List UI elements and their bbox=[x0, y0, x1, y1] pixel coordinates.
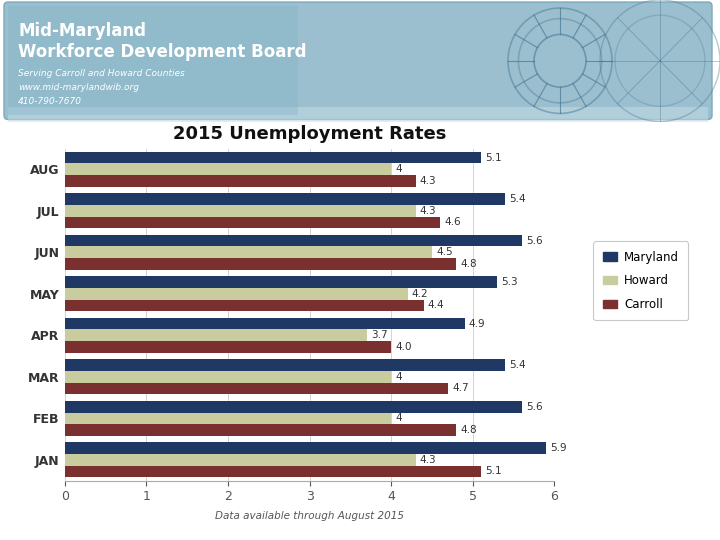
Text: 2015 Unemployment Rates: 2015 Unemployment Rates bbox=[173, 125, 446, 143]
Text: 5.6: 5.6 bbox=[526, 402, 542, 411]
Text: 4: 4 bbox=[395, 372, 402, 382]
Text: 4.8: 4.8 bbox=[461, 425, 477, 435]
Text: 4.3: 4.3 bbox=[420, 455, 436, 465]
Bar bbox=[65, 383, 449, 394]
Text: 4.8: 4.8 bbox=[461, 259, 477, 269]
Bar bbox=[65, 193, 505, 205]
Text: 4: 4 bbox=[395, 413, 402, 423]
Bar bbox=[65, 235, 522, 246]
Bar bbox=[65, 442, 546, 454]
Text: 5.6: 5.6 bbox=[526, 235, 542, 246]
Text: Workforce Development Board: Workforce Development Board bbox=[18, 43, 307, 60]
Bar bbox=[8, 107, 708, 122]
Text: 4.6: 4.6 bbox=[444, 218, 461, 227]
Bar bbox=[65, 341, 391, 353]
Text: 4.7: 4.7 bbox=[452, 383, 469, 394]
Text: 5.3: 5.3 bbox=[501, 277, 518, 287]
Bar bbox=[65, 217, 440, 228]
Text: 5.1: 5.1 bbox=[485, 467, 502, 476]
Bar bbox=[65, 360, 505, 371]
Text: 5.1: 5.1 bbox=[485, 153, 502, 163]
Text: 3.7: 3.7 bbox=[371, 330, 387, 340]
Bar bbox=[65, 288, 408, 300]
Bar bbox=[65, 164, 391, 175]
Bar bbox=[65, 413, 391, 424]
Bar bbox=[65, 152, 481, 164]
Bar bbox=[65, 276, 498, 288]
Bar bbox=[65, 465, 481, 477]
Bar bbox=[65, 205, 415, 217]
Bar bbox=[65, 454, 415, 465]
Bar bbox=[65, 258, 456, 269]
Text: 5.9: 5.9 bbox=[550, 443, 567, 453]
Text: www.mid-marylandwib.org: www.mid-marylandwib.org bbox=[18, 83, 139, 92]
Bar bbox=[65, 318, 464, 329]
Bar bbox=[65, 401, 522, 413]
Bar bbox=[65, 371, 391, 383]
Text: Mid-Maryland: Mid-Maryland bbox=[18, 22, 146, 40]
Text: 4.4: 4.4 bbox=[428, 300, 444, 310]
Text: 4.3: 4.3 bbox=[420, 206, 436, 216]
Text: 4.5: 4.5 bbox=[436, 247, 453, 257]
Text: 5.4: 5.4 bbox=[510, 194, 526, 204]
Text: Data available through August 2015: Data available through August 2015 bbox=[215, 511, 404, 521]
Text: 4.2: 4.2 bbox=[412, 289, 428, 299]
Bar bbox=[65, 424, 456, 436]
Bar bbox=[65, 329, 366, 341]
Bar bbox=[65, 246, 432, 258]
Text: Serving Carroll and Howard Counties: Serving Carroll and Howard Counties bbox=[18, 69, 185, 78]
Legend: Maryland, Howard, Carroll: Maryland, Howard, Carroll bbox=[593, 241, 688, 320]
Text: 4.3: 4.3 bbox=[420, 176, 436, 186]
Text: 4: 4 bbox=[395, 164, 402, 174]
FancyBboxPatch shape bbox=[4, 2, 712, 119]
Text: 4.9: 4.9 bbox=[469, 319, 485, 329]
Text: 410-790-7670: 410-790-7670 bbox=[18, 97, 82, 106]
Bar bbox=[65, 300, 424, 311]
Text: 4.0: 4.0 bbox=[395, 342, 412, 352]
Bar bbox=[8, 6, 298, 116]
Bar bbox=[65, 175, 415, 187]
Text: 5.4: 5.4 bbox=[510, 360, 526, 370]
